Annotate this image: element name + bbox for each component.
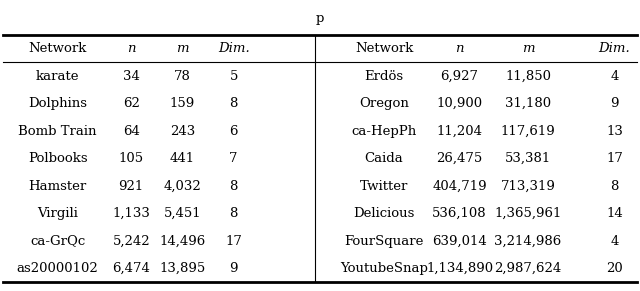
Text: 1,134,890: 1,134,890 (426, 262, 493, 275)
Text: Virgili: Virgili (37, 207, 78, 220)
Text: 713,319: 713,319 (500, 180, 556, 193)
Text: 53,381: 53,381 (505, 152, 551, 165)
Text: 14: 14 (606, 207, 623, 220)
Text: 243: 243 (170, 125, 195, 138)
Text: 11,850: 11,850 (505, 70, 551, 83)
Text: 34: 34 (123, 70, 140, 83)
Text: 8: 8 (610, 180, 619, 193)
Text: Polbooks: Polbooks (28, 152, 88, 165)
Text: 9: 9 (229, 262, 238, 275)
Text: 26,475: 26,475 (436, 152, 483, 165)
Text: 11,204: 11,204 (436, 125, 483, 138)
Text: FourSquare: FourSquare (344, 235, 424, 248)
Text: Dolphins: Dolphins (28, 97, 87, 110)
Text: 1,365,961: 1,365,961 (494, 207, 562, 220)
Text: 6: 6 (229, 125, 238, 138)
Text: 8: 8 (229, 207, 238, 220)
Text: 105: 105 (118, 152, 144, 165)
Text: Hamster: Hamster (28, 180, 87, 193)
Text: Network: Network (28, 42, 87, 55)
Text: 64: 64 (123, 125, 140, 138)
Text: n: n (455, 42, 464, 55)
Text: 78: 78 (174, 70, 191, 83)
Text: m: m (522, 42, 534, 55)
Text: Oregon: Oregon (359, 97, 409, 110)
Text: 17: 17 (606, 152, 623, 165)
Text: Caida: Caida (365, 152, 403, 165)
Text: 2,987,624: 2,987,624 (494, 262, 562, 275)
Text: 13: 13 (606, 125, 623, 138)
Text: 62: 62 (123, 97, 140, 110)
Text: Twitter: Twitter (360, 180, 408, 193)
Text: 159: 159 (170, 97, 195, 110)
Text: 4: 4 (610, 235, 619, 248)
Text: 404,719: 404,719 (432, 180, 487, 193)
Text: 5,451: 5,451 (164, 207, 201, 220)
Text: 31,180: 31,180 (505, 97, 551, 110)
Text: 10,900: 10,900 (436, 97, 483, 110)
Text: Dim.: Dim. (598, 42, 630, 55)
Text: ca-GrQc: ca-GrQc (30, 235, 85, 248)
Text: 5,242: 5,242 (113, 235, 150, 248)
Text: 4: 4 (610, 70, 619, 83)
Text: 4,032: 4,032 (164, 180, 201, 193)
Text: 14,496: 14,496 (159, 235, 205, 248)
Text: ca-HepPh: ca-HepPh (351, 125, 417, 138)
Text: 441: 441 (170, 152, 195, 165)
Text: 6,474: 6,474 (112, 262, 150, 275)
Text: Network: Network (355, 42, 413, 55)
Text: 6,927: 6,927 (440, 70, 479, 83)
Text: p: p (316, 12, 324, 25)
Text: 9: 9 (610, 97, 619, 110)
Text: 5: 5 (229, 70, 238, 83)
Text: 1,133: 1,133 (112, 207, 150, 220)
Text: as20000102: as20000102 (17, 262, 99, 275)
Text: 7: 7 (229, 152, 238, 165)
Text: 639,014: 639,014 (432, 235, 487, 248)
Text: Dim.: Dim. (218, 42, 250, 55)
Text: 17: 17 (225, 235, 242, 248)
Text: 8: 8 (229, 97, 238, 110)
Text: Delicious: Delicious (353, 207, 415, 220)
Text: 13,895: 13,895 (159, 262, 205, 275)
Text: 536,108: 536,108 (432, 207, 487, 220)
Text: Erdös: Erdös (364, 70, 404, 83)
Text: 8: 8 (229, 180, 238, 193)
Text: YoutubeSnap: YoutubeSnap (340, 262, 428, 275)
Text: 117,619: 117,619 (500, 125, 556, 138)
Text: n: n (127, 42, 136, 55)
Text: karate: karate (36, 70, 79, 83)
Text: 921: 921 (118, 180, 144, 193)
Text: m: m (176, 42, 189, 55)
Text: Bomb Train: Bomb Train (19, 125, 97, 138)
Text: 3,214,986: 3,214,986 (494, 235, 562, 248)
Text: 20: 20 (606, 262, 623, 275)
